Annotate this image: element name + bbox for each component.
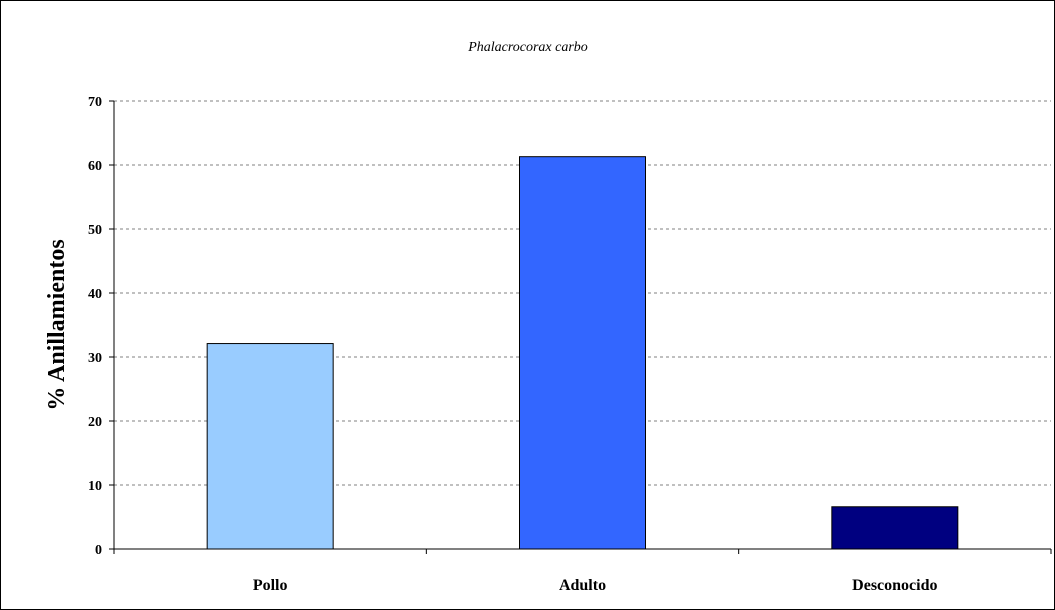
y-axis-label: % Anillamientos [44, 239, 70, 410]
y-tick-label-50: 50 [88, 223, 102, 238]
x-tick-labels: Pollo Adulto Desconocido [253, 577, 938, 594]
y-tick-label-0: 0 [95, 543, 102, 558]
x-tick-label-adulto: Adulto [559, 577, 606, 594]
bar-pollo [206, 343, 334, 550]
y-tick-label-60: 60 [88, 159, 102, 174]
bars [206, 156, 959, 550]
y-tick-labels: 0 10 20 30 40 50 60 70 [88, 95, 102, 558]
y-tick-label-70: 70 [88, 95, 102, 110]
x-tick-label-pollo: Pollo [253, 577, 288, 594]
axes [109, 100, 1052, 554]
chart-title: Phalacrocorax carbo [467, 40, 588, 55]
y-tick-label-40: 40 [88, 287, 102, 302]
y-tick-label-30: 30 [88, 351, 102, 366]
y-tick-label-20: 20 [88, 415, 102, 430]
y-tick-label-10: 10 [88, 479, 102, 494]
bar-desconocido [831, 506, 959, 550]
x-tick-label-desconocido: Desconocido [852, 577, 937, 594]
bar-adulto [519, 156, 646, 550]
